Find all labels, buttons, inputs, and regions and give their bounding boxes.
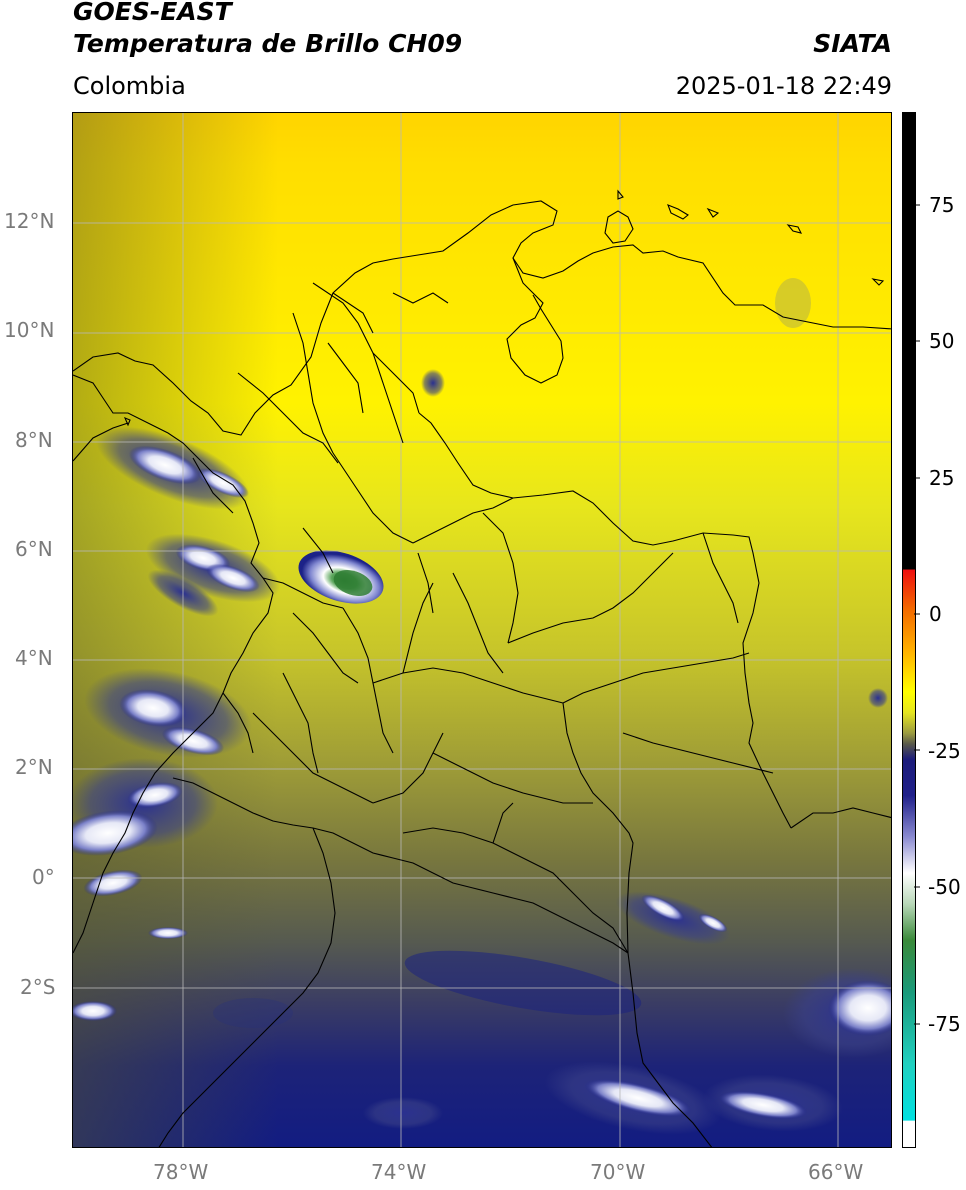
colorbar-tick-neg75: -75 <box>928 1012 961 1036</box>
colorbar-tick-neg50: -50 <box>928 875 961 899</box>
lon-label-78w: 78°W <box>153 1160 209 1184</box>
lat-label-12n: 12°N <box>4 209 55 233</box>
lat-label-6n: 6°N <box>15 537 53 561</box>
cloud-clusters <box>73 278 891 1135</box>
agency-label: SIATA <box>813 29 892 58</box>
colorbar-tick-75: 75 <box>929 193 955 217</box>
lat-label-4n: 4°N <box>15 646 53 670</box>
lat-label-10n: 10°N <box>4 318 55 342</box>
islands <box>123 189 885 427</box>
datetime-label: 2025-01-18 22:49 <box>675 72 892 100</box>
lon-label-70w: 70°W <box>590 1160 646 1184</box>
lat-label-2n: 2°N <box>15 755 53 779</box>
region-label: Colombia <box>73 72 186 100</box>
colorbar-tick-0: 0 <box>929 602 942 626</box>
lon-label-74w: 74°W <box>371 1160 427 1184</box>
temperature-colorbar <box>902 112 916 1148</box>
colorbar-tick-50: 50 <box>929 329 955 353</box>
lat-label-8n: 8°N <box>15 428 53 452</box>
lon-label-66w: 66°W <box>808 1160 864 1184</box>
colorbar-gradient <box>903 113 915 1147</box>
product-title: Temperatura de Brillo CH09 <box>73 29 463 58</box>
graticule <box>73 113 891 1147</box>
colorbar-ticks <box>914 204 920 1025</box>
satellite-title: GOES-EAST <box>73 0 232 26</box>
convective-cell <box>298 550 384 604</box>
colorbar-tick-25: 25 <box>929 466 955 490</box>
colorbar-tick-neg25: -25 <box>928 739 961 763</box>
lat-label-2s: 2°S <box>20 975 56 999</box>
boundaries <box>73 200 891 1147</box>
lat-label-0: 0° <box>32 865 55 889</box>
brightness-temperature-map <box>73 113 891 1147</box>
map-panel <box>72 112 892 1148</box>
